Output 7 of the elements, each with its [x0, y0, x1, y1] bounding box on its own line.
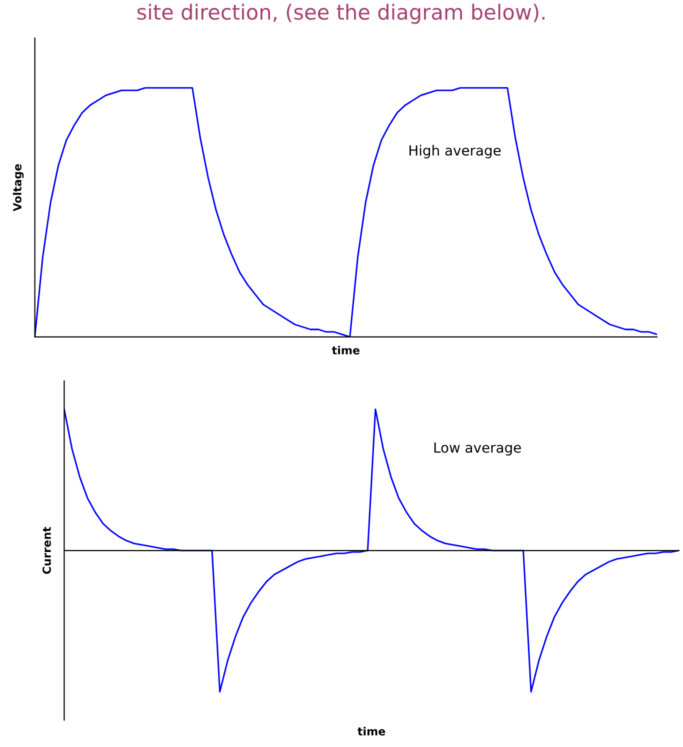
x-axis-title: time: [358, 726, 386, 736]
y-axis-title: Current: [42, 526, 51, 574]
y-axis-title: Voltage: [12, 164, 24, 212]
annotation: Low average: [434, 442, 521, 456]
annotation: High average: [410, 144, 501, 158]
chart-title: site direction, (see the diagram below).: [137, 4, 544, 24]
x-axis-title: time: [332, 346, 360, 354]
